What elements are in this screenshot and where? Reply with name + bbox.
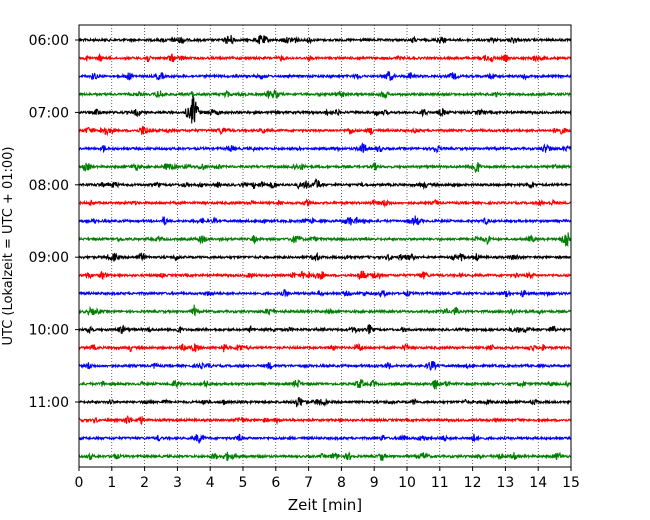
seismic-trace — [78, 414, 572, 426]
plot-background — [79, 25, 571, 467]
seismic-trace — [78, 71, 572, 82]
x-tick-label: 8 — [337, 475, 346, 491]
seismic-trace — [78, 88, 572, 100]
trace-group — [78, 34, 572, 461]
x-tick-label: 7 — [304, 475, 313, 491]
seismic-trace — [78, 342, 572, 353]
seismic-trace — [78, 198, 572, 208]
seismic-trace — [78, 289, 572, 299]
seismic-trace — [78, 215, 572, 226]
x-tick-label: 15 — [562, 475, 580, 491]
seismic-trace — [78, 251, 572, 262]
y-tick-label: 07:00 — [29, 105, 69, 121]
seismic-trace — [78, 451, 572, 461]
x-tick-label: 14 — [529, 475, 547, 491]
x-tick-label: 12 — [464, 475, 482, 491]
seismic-trace — [78, 232, 572, 247]
x-axis: 0 1 2 3 4 5 6 7 8 9 10 11 12 13 14 15 — [75, 467, 580, 491]
x-tick-label: 10 — [398, 475, 416, 491]
x-tick-label: 13 — [496, 475, 514, 491]
x-tick-label: 11 — [431, 475, 449, 491]
seismic-trace — [78, 52, 572, 63]
y-axis: 06:00 07:00 08:00 09:00 10:00 11:00 — [29, 33, 79, 411]
x-tick-label: 1 — [107, 475, 116, 491]
seismic-trace — [78, 96, 572, 124]
x-tick-label: 5 — [239, 475, 248, 491]
seismic-trace — [78, 360, 572, 371]
y-axis-label: UTC (Lokalzeit = UTC + 01:00) — [1, 147, 16, 346]
y-tick-label: 10:00 — [29, 323, 69, 339]
x-tick-label: 4 — [206, 475, 215, 491]
x-tick-label: 3 — [173, 475, 182, 491]
x-tick-label: 0 — [75, 475, 84, 491]
seismic-trace — [78, 34, 572, 45]
x-tick-label: 6 — [271, 475, 280, 491]
seismic-trace — [78, 433, 572, 444]
seismic-trace — [78, 161, 572, 174]
x-tick-label: 2 — [140, 475, 149, 491]
x-axis-label: Zeit [min] — [288, 496, 362, 514]
seismic-trace — [78, 378, 572, 390]
y-tick-label: 08:00 — [29, 178, 69, 194]
y-tick-label: 09:00 — [29, 250, 69, 266]
seismic-trace — [78, 270, 572, 280]
y-tick-label: 06:00 — [29, 33, 69, 49]
seismic-trace — [78, 178, 572, 190]
seismic-trace — [78, 142, 572, 154]
seismic-trace — [78, 324, 572, 335]
seismic-trace — [78, 304, 572, 317]
y-tick-label: 11:00 — [29, 395, 69, 411]
plot-frame — [78, 24, 572, 468]
seismic-trace — [78, 126, 572, 137]
x-tick-label: 9 — [370, 475, 379, 491]
seismic-trace — [78, 396, 572, 408]
